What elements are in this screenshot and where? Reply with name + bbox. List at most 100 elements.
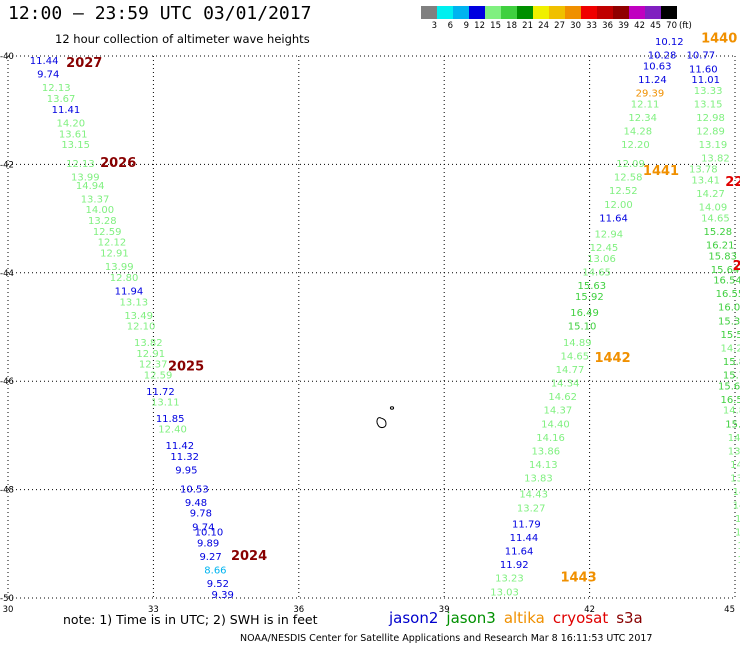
- scale-swatch: [613, 6, 629, 19]
- wave-height-value: 11.24: [638, 75, 667, 86]
- wave-height-value: 13.37: [81, 194, 110, 205]
- scale-swatch: [565, 6, 581, 19]
- island-outline: [376, 406, 395, 428]
- map-subtitle: 12 hour collection of altimeter wave hei…: [55, 32, 310, 46]
- scale-swatch: [517, 6, 533, 19]
- wave-height-value: 13.59: [730, 473, 740, 484]
- longitude-tick-label: 45: [724, 605, 735, 615]
- wave-height-value: 13.15: [61, 140, 90, 151]
- wave-height-value: 14.09: [699, 202, 728, 213]
- wave-height-value: 15.10: [568, 322, 597, 333]
- wave-height-value: 14.00: [86, 205, 115, 216]
- wave-height-value: 12.80: [110, 273, 139, 284]
- wave-height-value: 16.07: [718, 303, 740, 314]
- wave-height-value: 15.63: [577, 281, 606, 292]
- wave-height-value: 15.62: [725, 419, 740, 430]
- wave-height-value: 14.94: [76, 181, 105, 192]
- wave-height-value: 14.37: [544, 406, 573, 417]
- wave-height-value: 11.79: [512, 520, 541, 531]
- wave-height-value: 14.31: [733, 501, 740, 512]
- longitude-tick-label: 39: [439, 605, 450, 615]
- wave-height-value: 13.11: [151, 398, 180, 409]
- scale-unit: (ft): [679, 21, 692, 31]
- wave-height-value: 12.59: [93, 227, 122, 238]
- pass-time-label: 2024: [231, 549, 267, 564]
- wave-height-value: 12.09: [616, 159, 645, 170]
- wave-height-value: 16.55: [716, 289, 740, 300]
- wave-height-value: 11.60: [689, 64, 718, 75]
- wave-height-value: 13.83: [524, 473, 553, 484]
- wave-height-value: 11.01: [691, 75, 720, 86]
- pass-time-label: 1440: [701, 31, 737, 46]
- wave-height-value: 13.67: [47, 94, 76, 105]
- scale-swatch: [485, 6, 501, 19]
- wave-height-value: 11.92: [500, 560, 529, 571]
- wave-height-value: 10.28: [648, 51, 677, 62]
- wave-height-value: 15.83: [708, 251, 737, 262]
- color-scale-labels: 3 6 9 12 15 18 21 24 27 30 33 36 39 42 45 70 (ft): [421, 21, 699, 31]
- wave-height-value: 14.16: [536, 433, 565, 444]
- latitude-tick-label: -46: [0, 377, 14, 387]
- legend-item-altika: altika: [503, 609, 545, 627]
- latitude-tick-label: -40: [0, 52, 14, 62]
- scale-tick-label: 24: [538, 21, 549, 31]
- wave-height-value: 29.39: [636, 89, 665, 100]
- wave-height-value: 12.40: [158, 425, 187, 436]
- wave-height-value: 9.52: [207, 579, 229, 590]
- scale-swatch: [421, 6, 437, 19]
- wave-height-value: 12.00: [604, 200, 633, 211]
- wave-height-value: 12.10: [127, 322, 156, 333]
- wave-height-value: 10.53: [180, 484, 209, 495]
- wave-height-value: 12.59: [144, 370, 173, 381]
- scale-tick-label: 42: [634, 21, 645, 31]
- wave-height-value: 13.19: [699, 140, 728, 151]
- wave-height-value: 11.85: [156, 414, 185, 425]
- wave-height-value: 10.77: [687, 51, 716, 62]
- scale-tick-label: 15: [490, 21, 501, 31]
- wave-height-value: 16.21: [706, 240, 735, 251]
- wave-height-value: 10.12: [655, 37, 684, 48]
- wave-height-value: 12.98: [696, 113, 725, 124]
- wave-height-value: 10.63: [643, 62, 672, 73]
- wave-height-value: 13.15: [694, 99, 723, 110]
- longitude-tick-label: 42: [584, 605, 595, 615]
- wave-height-value: 13.78: [689, 165, 718, 176]
- longitude-tick-label: 30: [3, 605, 14, 615]
- wave-height-value: 11.32: [170, 452, 199, 463]
- wave-height-points: 11.449.7412.1313.6711.4114.2013.6113.151…: [30, 37, 740, 601]
- scale-swatch: [629, 6, 645, 19]
- scale-tick-label: 21: [522, 21, 533, 31]
- wave-height-value: 13.99: [105, 262, 134, 273]
- wave-height-value: 9.74: [192, 522, 214, 533]
- wave-height-value: 12.20: [621, 140, 650, 151]
- wave-height-value: 12.13: [66, 159, 95, 170]
- latitude-tick-label: -50: [0, 594, 14, 604]
- scale-swatch: [597, 6, 613, 19]
- legend-item-cryosat: cryosat: [552, 609, 609, 627]
- wave-height-value: 11.64: [505, 547, 534, 558]
- latitude-tick-label: -48: [0, 486, 14, 496]
- wave-height-value: 13.8: [735, 528, 740, 539]
- color-scale-bar: [421, 6, 677, 20]
- scale-tick-label: 9: [463, 21, 469, 31]
- wave-height-value: 13.41: [691, 175, 720, 186]
- wave-height-value: 9.39: [212, 590, 234, 601]
- wave-height-value: 14.65: [701, 213, 730, 224]
- units-note: note: 1) Time is in UTC; 2) SWH is in fe…: [63, 612, 318, 627]
- wave-height-value: 13.61: [59, 129, 88, 140]
- wave-height-value: 16.49: [570, 308, 599, 319]
- map-title: 12:00 – 23:59 UTC 03/01/2017: [8, 3, 312, 24]
- scale-tick-label: 27: [554, 21, 565, 31]
- wave-height-value: 11.64: [599, 213, 628, 224]
- longitude-tick-label: 33: [148, 605, 159, 615]
- scale-tick-label: 30: [570, 21, 581, 31]
- wave-height-value: 11.44: [30, 56, 59, 67]
- wave-height-value: 15.75: [723, 370, 740, 381]
- latitude-tick-label: -42: [0, 160, 14, 170]
- scale-swatch: [501, 6, 517, 19]
- axis-labels: 30 33 36 39 42 45 -40 -42 -44 -46 -48 -50: [0, 52, 735, 615]
- wave-height-value: 10.10: [195, 528, 224, 539]
- legend-item-jason2: jason2: [389, 609, 439, 627]
- wave-height-value: 14.65: [561, 352, 590, 363]
- wave-height-value: 14.13: [529, 460, 558, 471]
